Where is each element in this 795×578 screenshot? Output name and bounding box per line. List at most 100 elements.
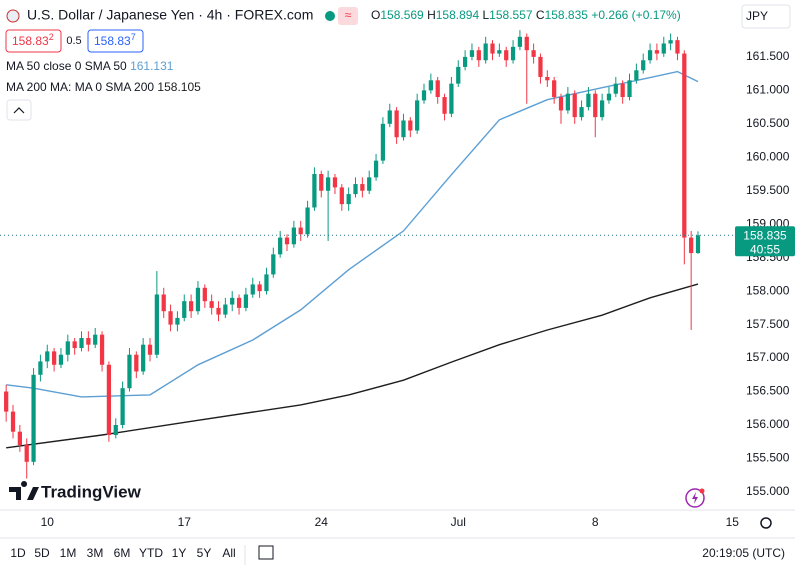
sell-button[interactable] xyxy=(5,29,62,53)
indicator-legend: MA 200 MA: MA 0 SMA 200 158.105 xyxy=(6,80,201,94)
candle-body xyxy=(367,177,372,191)
candle-body xyxy=(79,337,84,349)
symbol-title: U.S. Dollar / Japanese Yen · 4h · FOREX.… xyxy=(27,7,313,23)
range-button[interactable]: 1D xyxy=(10,546,26,560)
candle-body xyxy=(360,184,365,191)
candle-body xyxy=(483,43,488,61)
candle-body xyxy=(695,235,701,254)
candle-body xyxy=(161,294,166,312)
range-button[interactable]: 1Y xyxy=(172,546,187,560)
range-button[interactable]: 5Y xyxy=(197,546,212,560)
range-button[interactable]: 6M xyxy=(114,546,131,560)
spread: 0.5 xyxy=(66,35,81,47)
indicator-value: 161.131 xyxy=(130,59,174,73)
last-price-badge xyxy=(735,226,795,257)
candle-body xyxy=(408,120,413,131)
candle-body xyxy=(689,237,694,254)
candle-body xyxy=(332,177,338,188)
candle-body xyxy=(346,194,351,205)
candle-body xyxy=(435,80,440,98)
candle-body xyxy=(682,53,687,238)
candle-body xyxy=(257,284,262,292)
last-price-label: 158.835 xyxy=(743,228,787,242)
ohlc-legend: O158.569 H158.894 L158.557 C158.835 +0.2… xyxy=(371,8,681,22)
candle-body xyxy=(627,80,632,98)
bar-countdown: 40:55 xyxy=(750,242,780,256)
candle-body xyxy=(188,301,194,312)
ohlc-key: C xyxy=(536,8,545,22)
y-tick-label: 160.000 xyxy=(746,149,790,163)
candle-body xyxy=(93,334,98,345)
candle-body xyxy=(497,50,502,54)
candle-body xyxy=(264,274,269,292)
candle-body xyxy=(99,334,105,365)
range-button[interactable]: YTD xyxy=(139,546,163,560)
ohlc-key: O xyxy=(371,8,380,22)
range-button[interactable]: All xyxy=(222,546,235,560)
candle-body xyxy=(72,341,77,349)
x-tick-label: 24 xyxy=(315,515,329,529)
buy-button[interactable] xyxy=(87,29,144,53)
candle-body xyxy=(86,337,91,345)
candle-body xyxy=(634,70,639,81)
candle-body xyxy=(572,93,577,118)
candle-body xyxy=(284,237,290,245)
candle-body xyxy=(476,50,481,61)
currency-button[interactable] xyxy=(741,4,791,29)
candle-body xyxy=(175,317,180,325)
candle-body xyxy=(278,237,283,255)
candle-body xyxy=(24,445,29,462)
candle-body xyxy=(298,227,303,235)
y-tick-label: 155.500 xyxy=(746,451,790,465)
candle-body xyxy=(668,40,673,44)
candle-body xyxy=(606,93,612,101)
indicator-name: MA 200 MA: MA 0 SMA 200 xyxy=(6,80,154,94)
x-tick-label: 17 xyxy=(178,515,192,529)
y-tick-label: 157.000 xyxy=(746,350,790,364)
range-button[interactable]: 3M xyxy=(87,546,104,560)
price-change: +0.266 (+0.17%) xyxy=(591,8,680,22)
collapse-icon xyxy=(13,107,25,114)
brand-name: TradingView xyxy=(41,482,142,501)
candle-body xyxy=(45,351,50,362)
collapse-button[interactable] xyxy=(6,99,32,121)
ohlc-key: H xyxy=(427,8,436,22)
candle-body xyxy=(271,254,276,275)
overlay: U.S. Dollar / Japanese Yen · 4h · FOREX.… xyxy=(0,4,795,565)
y-tick-label: 158.000 xyxy=(746,283,790,297)
range-button[interactable]: 1M xyxy=(60,546,77,560)
candle-body xyxy=(504,50,509,61)
market-icon[interactable] xyxy=(338,7,358,25)
candle-body xyxy=(394,110,399,138)
candle-body xyxy=(38,361,43,375)
buy-price-main: 158.83 xyxy=(94,34,131,48)
goto-date-icon[interactable] xyxy=(258,545,274,560)
candle-body xyxy=(620,83,625,98)
candle-body xyxy=(312,174,317,208)
candle-body xyxy=(545,76,550,81)
candle-body xyxy=(449,83,454,114)
range-button[interactable]: 5D xyxy=(34,546,50,560)
candle-body xyxy=(579,107,584,118)
plot-area xyxy=(0,30,735,479)
candle-body xyxy=(250,284,255,295)
y-tick-label: 161.000 xyxy=(746,83,790,97)
candle-body xyxy=(510,46,516,61)
settings-icon[interactable] xyxy=(760,517,772,529)
sell-price: 158.832 xyxy=(12,32,54,48)
candle-body xyxy=(154,294,159,355)
candle-body xyxy=(168,311,173,325)
candle-body xyxy=(106,364,112,436)
candle-body xyxy=(565,93,570,111)
x-tick-label: 15 xyxy=(726,515,740,529)
candle-body xyxy=(380,123,386,161)
candle-body xyxy=(120,388,125,425)
ohlc-value: 158.557 xyxy=(489,8,533,22)
candle-body xyxy=(661,43,666,54)
candle-body xyxy=(141,344,146,372)
candle-body xyxy=(31,374,36,462)
candle-body xyxy=(613,83,618,94)
candle-body xyxy=(401,120,406,138)
